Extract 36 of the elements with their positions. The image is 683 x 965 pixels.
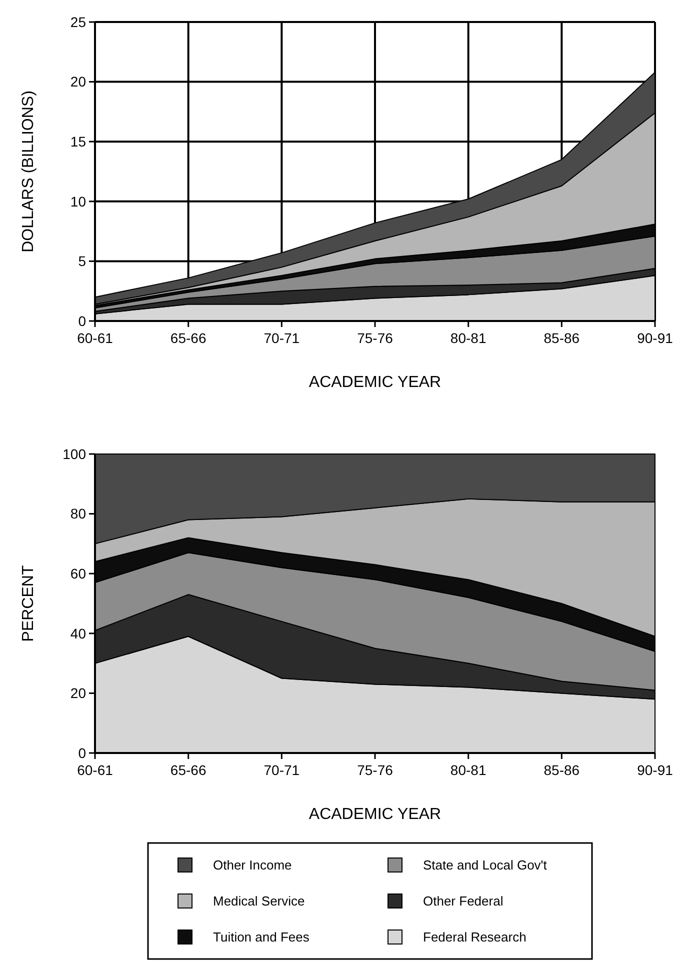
x-tick-label: 70-71 [264,330,300,346]
x-tick-label: 60-61 [77,330,114,346]
y-axis-title: DOLLARS (BILLIONS) [20,90,37,252]
x-tick-label: 90-91 [637,762,674,778]
x-tick-label: 75-76 [357,330,394,346]
x-tick-label: 85-86 [544,330,580,346]
y-tick-label: 25 [70,14,86,30]
x-tick-label: 80-81 [450,330,486,346]
x-tick-label: 80-81 [450,762,486,778]
x-axis-title: ACADEMIC YEAR [308,806,442,823]
x-tick-label: 85-86 [544,762,580,778]
y-tick-label: 20 [70,74,86,90]
x-axis-title: ACADEMIC YEAR [308,374,442,391]
y-tick-label: 60 [70,566,86,582]
y-tick-label: 80 [70,506,86,522]
legend-label: Federal Research [423,930,526,945]
x-tick-label: 60-61 [77,762,114,778]
y-tick-label: 0 [78,312,86,329]
legend-label: Other Federal [423,894,504,909]
legend-label: Other Income [213,858,292,873]
x-tick-label: 75-76 [357,762,394,778]
y-tick-label: 40 [70,625,86,642]
x-tick-label: 65-66 [170,762,206,778]
x-tick-label: 70-71 [264,762,300,778]
y-tick-label: 20 [70,685,86,702]
y-tick-label: 5 [78,253,86,270]
y-tick-label: 15 [70,134,86,150]
y-tick-label: 10 [70,193,86,210]
y-axis-title: PERCENT [20,565,37,642]
y-tick-label: 0 [78,744,86,761]
x-tick-label: 90-91 [637,330,674,346]
y-tick-label: 100 [62,446,86,462]
legend-label: Medical Service [213,894,305,909]
legend-label: Tuition and Fees [213,930,310,945]
x-tick-label: 65-66 [170,330,206,346]
legend-label: State and Local Gov't [423,858,548,873]
